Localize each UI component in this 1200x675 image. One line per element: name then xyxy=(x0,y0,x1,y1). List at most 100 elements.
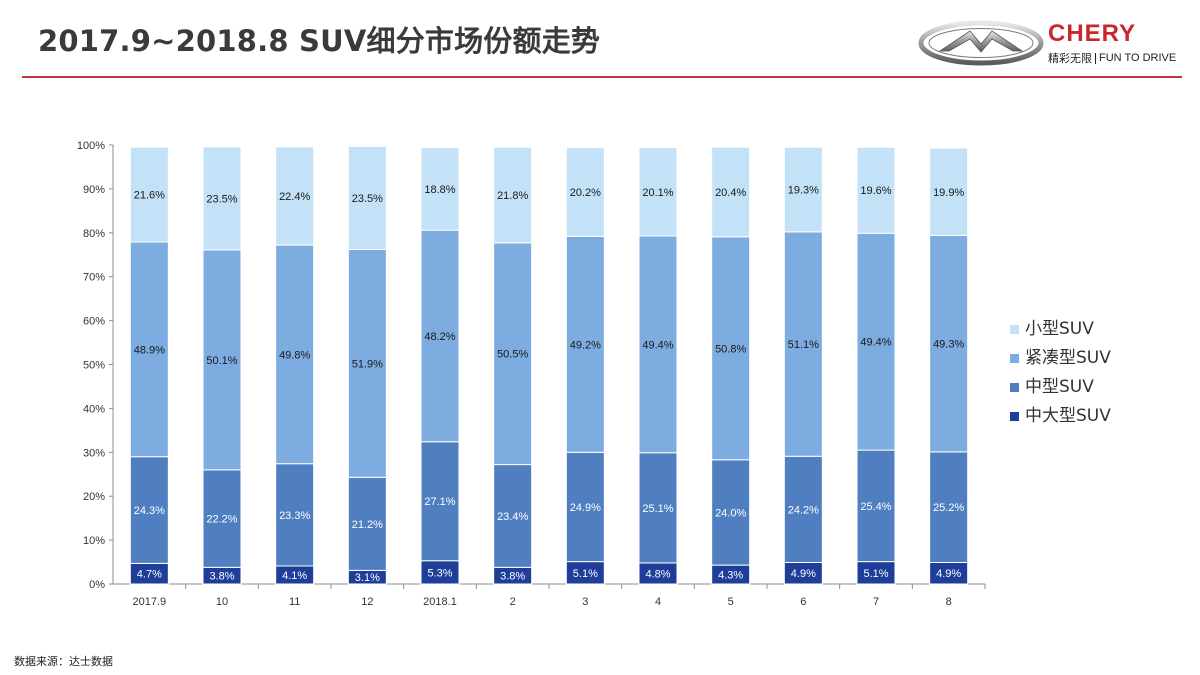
data-label: 49.8% xyxy=(279,349,310,361)
y-tick-label: 80% xyxy=(83,228,105,240)
bar-segment xyxy=(565,147,605,237)
bar-segment xyxy=(783,231,823,457)
y-tick-label: 0% xyxy=(89,579,105,591)
bar-segment xyxy=(856,232,896,451)
legend-label: 小型SUV xyxy=(1025,319,1094,339)
bar-segment xyxy=(129,146,169,243)
data-label: 50.8% xyxy=(715,343,746,355)
bar-segment xyxy=(420,147,460,231)
bar-segment xyxy=(565,235,605,453)
legend-label: 紧凑型SUV xyxy=(1025,348,1111,368)
y-tick-label: 100% xyxy=(77,140,105,152)
data-label: 49.4% xyxy=(642,339,673,351)
y-tick-label: 40% xyxy=(83,403,105,415)
data-label: 22.4% xyxy=(279,191,310,203)
data-label: 23.5% xyxy=(352,193,383,205)
slogan-en: FUN TO DRIVE xyxy=(1099,52,1177,64)
data-label: 21.2% xyxy=(352,519,383,531)
data-label: 25.4% xyxy=(860,501,891,513)
data-label: 20.1% xyxy=(642,187,673,199)
data-label: 48.9% xyxy=(134,344,165,356)
bar-segment xyxy=(493,242,533,466)
data-label: 3.1% xyxy=(355,572,380,584)
data-label: 3.8% xyxy=(500,571,525,583)
y-tick-label: 20% xyxy=(83,491,105,503)
x-tick-label: 2018.1 xyxy=(423,596,457,608)
legend-swatch xyxy=(1010,325,1019,334)
bar-segment xyxy=(493,464,533,568)
data-label: 50.1% xyxy=(206,355,237,367)
x-tick-label: 2 xyxy=(510,596,516,608)
bar-segment xyxy=(129,241,169,458)
x-tick-label: 7 xyxy=(873,596,879,608)
data-label: 21.6% xyxy=(134,190,165,202)
bar-segment xyxy=(783,455,823,563)
x-tick-label: 2017.9 xyxy=(133,596,167,608)
bar-segment xyxy=(420,229,460,443)
x-tick-label: 12 xyxy=(361,596,373,608)
legend-swatch xyxy=(1010,383,1019,392)
data-label: 18.8% xyxy=(424,184,455,196)
brand-slogan: 精彩无限 FUN TO DRIVE xyxy=(1048,50,1188,66)
data-label: 3.8% xyxy=(209,571,234,583)
legend-swatch xyxy=(1010,354,1019,363)
bar-segment xyxy=(929,147,969,236)
bar-segment xyxy=(493,146,533,244)
brand-name: CHERY xyxy=(1048,20,1137,47)
bar-segment xyxy=(275,463,315,567)
data-label: 23.4% xyxy=(497,511,528,523)
bar-segment xyxy=(275,244,315,465)
page-title: 2017.9~2018.8 SUV细分市场份额走势 xyxy=(38,24,601,58)
data-label: 50.5% xyxy=(497,349,528,361)
data-label: 22.2% xyxy=(206,514,237,526)
bar-segment xyxy=(129,456,169,564)
data-label: 51.1% xyxy=(788,339,819,351)
bar-segment xyxy=(638,452,678,564)
x-tick-label: 8 xyxy=(946,596,952,608)
x-tick-label: 10 xyxy=(216,596,228,608)
data-label: 23.3% xyxy=(279,510,310,522)
data-label: 23.5% xyxy=(206,193,237,205)
bar-segment xyxy=(929,234,969,453)
data-label: 4.9% xyxy=(936,568,961,580)
data-label: 19.3% xyxy=(788,185,819,197)
data-label: 49.4% xyxy=(860,337,891,349)
data-label: 24.3% xyxy=(134,505,165,517)
legend-label: 中大型SUV xyxy=(1025,406,1111,426)
bar-segment xyxy=(711,459,751,566)
x-tick-label: 11 xyxy=(289,596,300,608)
bar-segment xyxy=(711,146,751,238)
bar-segment xyxy=(783,146,823,233)
data-label: 20.4% xyxy=(715,187,746,199)
bar-segment xyxy=(856,146,896,234)
source-note: 数据来源：达士数据 xyxy=(14,655,113,668)
x-tick-label: 4 xyxy=(655,596,661,608)
bar-segment xyxy=(275,146,315,246)
data-label: 25.1% xyxy=(642,503,673,515)
bar-segment xyxy=(347,248,387,478)
slogan-divider xyxy=(1095,52,1096,64)
y-tick-label: 90% xyxy=(83,184,105,196)
data-label: 24.2% xyxy=(788,504,819,516)
bar-segment xyxy=(929,451,969,563)
data-label: 24.9% xyxy=(570,502,601,514)
x-tick-label: 5 xyxy=(728,596,734,608)
data-label: 5.1% xyxy=(573,568,598,580)
data-label: 49.2% xyxy=(570,339,601,351)
x-tick-label: 6 xyxy=(800,596,806,608)
data-label: 19.6% xyxy=(860,185,891,197)
data-label: 20.2% xyxy=(570,187,601,199)
y-tick-label: 50% xyxy=(83,360,105,372)
y-tick-label: 30% xyxy=(83,447,105,459)
header-divider xyxy=(22,76,1182,78)
data-label: 51.9% xyxy=(352,358,383,370)
data-label: 19.9% xyxy=(933,187,964,199)
data-label: 27.1% xyxy=(424,496,455,508)
bar-segment xyxy=(202,146,242,251)
chery-logo-icon xyxy=(918,20,1044,66)
y-tick-label: 70% xyxy=(83,272,105,284)
y-tick-label: 10% xyxy=(83,535,105,547)
data-label: 24.0% xyxy=(715,507,746,519)
data-label: 25.2% xyxy=(933,502,964,514)
